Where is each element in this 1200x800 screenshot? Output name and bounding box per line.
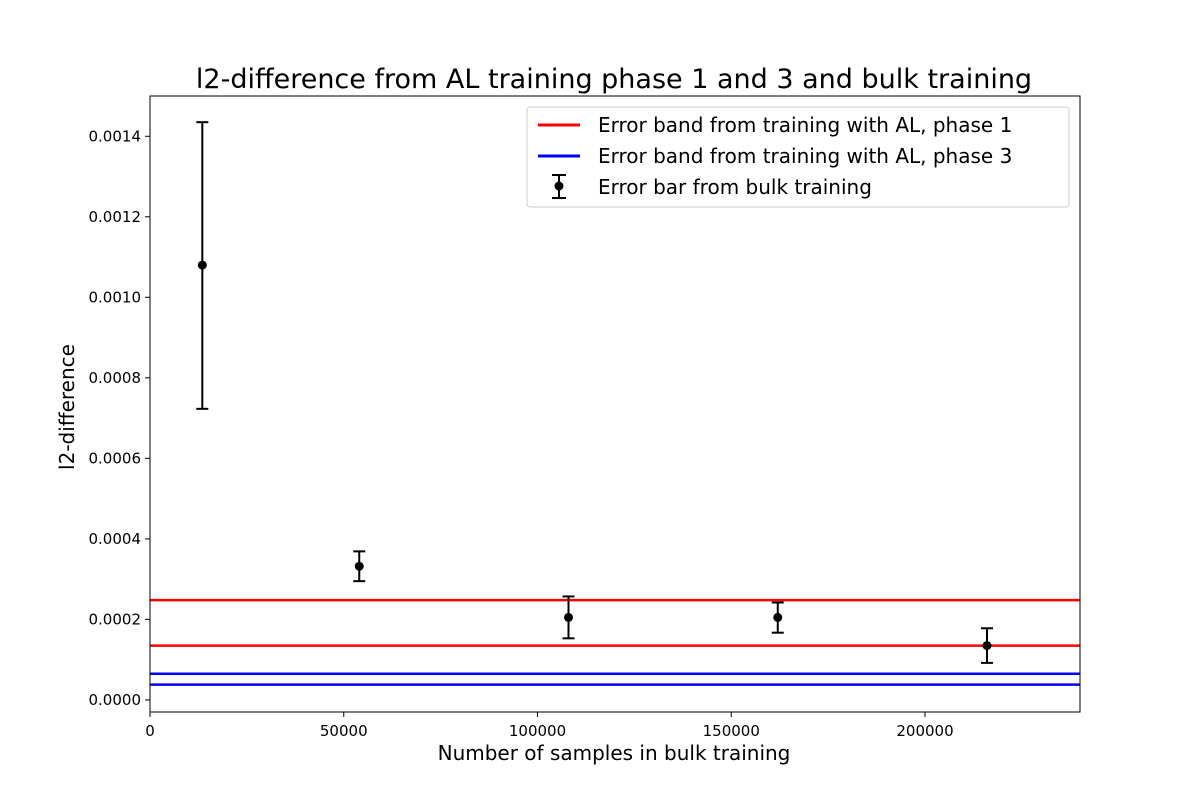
- y-tick-label: 0.0008: [89, 369, 142, 387]
- y-tick-label: 0.0000: [89, 691, 142, 709]
- errorbar-marker: [564, 612, 573, 622]
- legend-label-bulk: Error bar from bulk training: [598, 175, 872, 199]
- x-tick-label: 100000: [509, 722, 566, 740]
- errorbar-point-3: [562, 595, 575, 640]
- errorbar-marker: [354, 561, 364, 571]
- points-layer: [196, 121, 993, 664]
- errorbar-point-2: [353, 550, 366, 583]
- chart-title: l2-difference from AL training phase 1 a…: [196, 64, 1032, 95]
- bands-layer: [150, 598, 1080, 686]
- legend-label-phase-3: Error band from training with AL, phase …: [598, 144, 1012, 168]
- legend-swatch-errorbar: [552, 174, 566, 199]
- x-tick-label: 150000: [703, 722, 760, 740]
- errorbar-marker: [773, 612, 783, 622]
- legend-box: [526, 106, 1070, 208]
- x-tick-label: 50000: [320, 722, 368, 740]
- y-tick-label: 0.0010: [89, 288, 142, 306]
- errorbar-marker: [982, 641, 992, 651]
- y-tick-label: 0.0006: [89, 449, 142, 467]
- plot-frame: [149, 95, 1081, 713]
- legend-label-phase-1: Error band from training with AL, phase …: [598, 113, 1012, 137]
- errorbar-point-4: [771, 601, 784, 634]
- y-tick-label: 0.0012: [89, 208, 142, 226]
- errorbar-marker: [197, 260, 207, 270]
- x-tick-label: 0: [145, 722, 155, 740]
- errorbar-point-5: [981, 627, 993, 664]
- errorbar-point-1: [196, 121, 209, 410]
- x-axis-label: Number of samples in bulk training: [438, 741, 791, 765]
- legend: Error band from training with AL, phase …: [526, 106, 1070, 208]
- y-axis: 0.0000 0.0002 0.0004 0.0006 0.0008 0.0010 0.00…: [89, 127, 150, 709]
- y-axis-label: l2-difference: [55, 344, 79, 470]
- y-tick-label: 0.0004: [89, 530, 142, 548]
- x-axis: 0 50000 100000 150000 200000: [145, 712, 954, 740]
- y-tick-label: 0.0014: [89, 127, 142, 145]
- y-tick-label: 0.0002: [89, 610, 142, 628]
- x-tick-label: 200000: [896, 722, 953, 740]
